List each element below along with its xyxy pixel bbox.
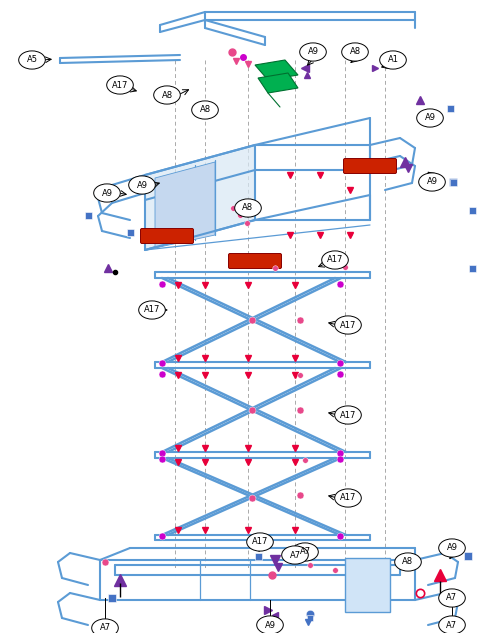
Ellipse shape [342,43,368,61]
Ellipse shape [322,251,348,269]
Ellipse shape [380,51,406,69]
Text: A9: A9 [424,113,436,123]
Text: A17: A17 [327,256,343,265]
Text: A8: A8 [402,558,413,567]
Text: A9: A9 [264,620,276,629]
Ellipse shape [334,489,361,507]
Ellipse shape [438,589,466,607]
FancyBboxPatch shape [228,253,281,268]
Ellipse shape [94,184,120,202]
Text: A17: A17 [112,80,128,89]
Bar [108,594,116,602]
Text: A17: A17 [144,306,160,315]
Text: A8: A8 [200,106,210,115]
Polygon shape [155,162,215,248]
Text: A7: A7 [300,548,310,556]
Bar [450,179,456,185]
FancyBboxPatch shape [140,229,194,244]
Ellipse shape [282,546,308,564]
Text: A5: A5 [26,56,38,65]
Bar [84,211,91,218]
Text: A9: A9 [136,180,147,189]
Text: A9: A9 [308,47,318,56]
Ellipse shape [292,543,318,561]
Ellipse shape [192,101,218,119]
Text: A8: A8 [242,203,254,213]
Text: A7: A7 [446,594,458,603]
Bar [464,552,472,560]
Bar [254,553,262,560]
Ellipse shape [18,51,46,69]
Text: A17: A17 [340,410,356,420]
FancyBboxPatch shape [344,158,396,173]
Ellipse shape [154,86,180,104]
Polygon shape [258,73,298,93]
Ellipse shape [334,316,361,334]
Bar [126,229,134,235]
Text: A17: A17 [252,537,268,546]
Ellipse shape [256,616,283,633]
Ellipse shape [416,109,444,127]
Ellipse shape [92,619,118,633]
Polygon shape [145,145,255,250]
Ellipse shape [438,616,466,633]
Ellipse shape [300,43,326,61]
Text: A8: A8 [350,47,360,56]
Ellipse shape [128,176,156,194]
Ellipse shape [138,301,166,319]
Text: A9: A9 [426,177,438,187]
Bar [449,178,457,186]
Polygon shape [255,60,298,80]
Text: A7: A7 [446,620,458,629]
Ellipse shape [106,76,134,94]
Text: A17: A17 [340,320,356,330]
Text: A7: A7 [290,551,300,560]
Text: A9: A9 [446,544,458,553]
Text: A9: A9 [102,189,112,197]
Bar [307,615,313,621]
Bar [468,265,475,272]
Ellipse shape [394,553,421,571]
Bar [446,104,454,111]
Text: A7: A7 [100,624,110,632]
Polygon shape [345,558,390,612]
Ellipse shape [418,173,446,191]
Text: A1: A1 [388,56,398,65]
Ellipse shape [246,533,274,551]
Ellipse shape [234,199,262,217]
Text: A8: A8 [162,91,172,99]
Bar [468,206,475,213]
Ellipse shape [438,539,466,557]
Text: A17: A17 [340,494,356,503]
Ellipse shape [334,406,361,424]
